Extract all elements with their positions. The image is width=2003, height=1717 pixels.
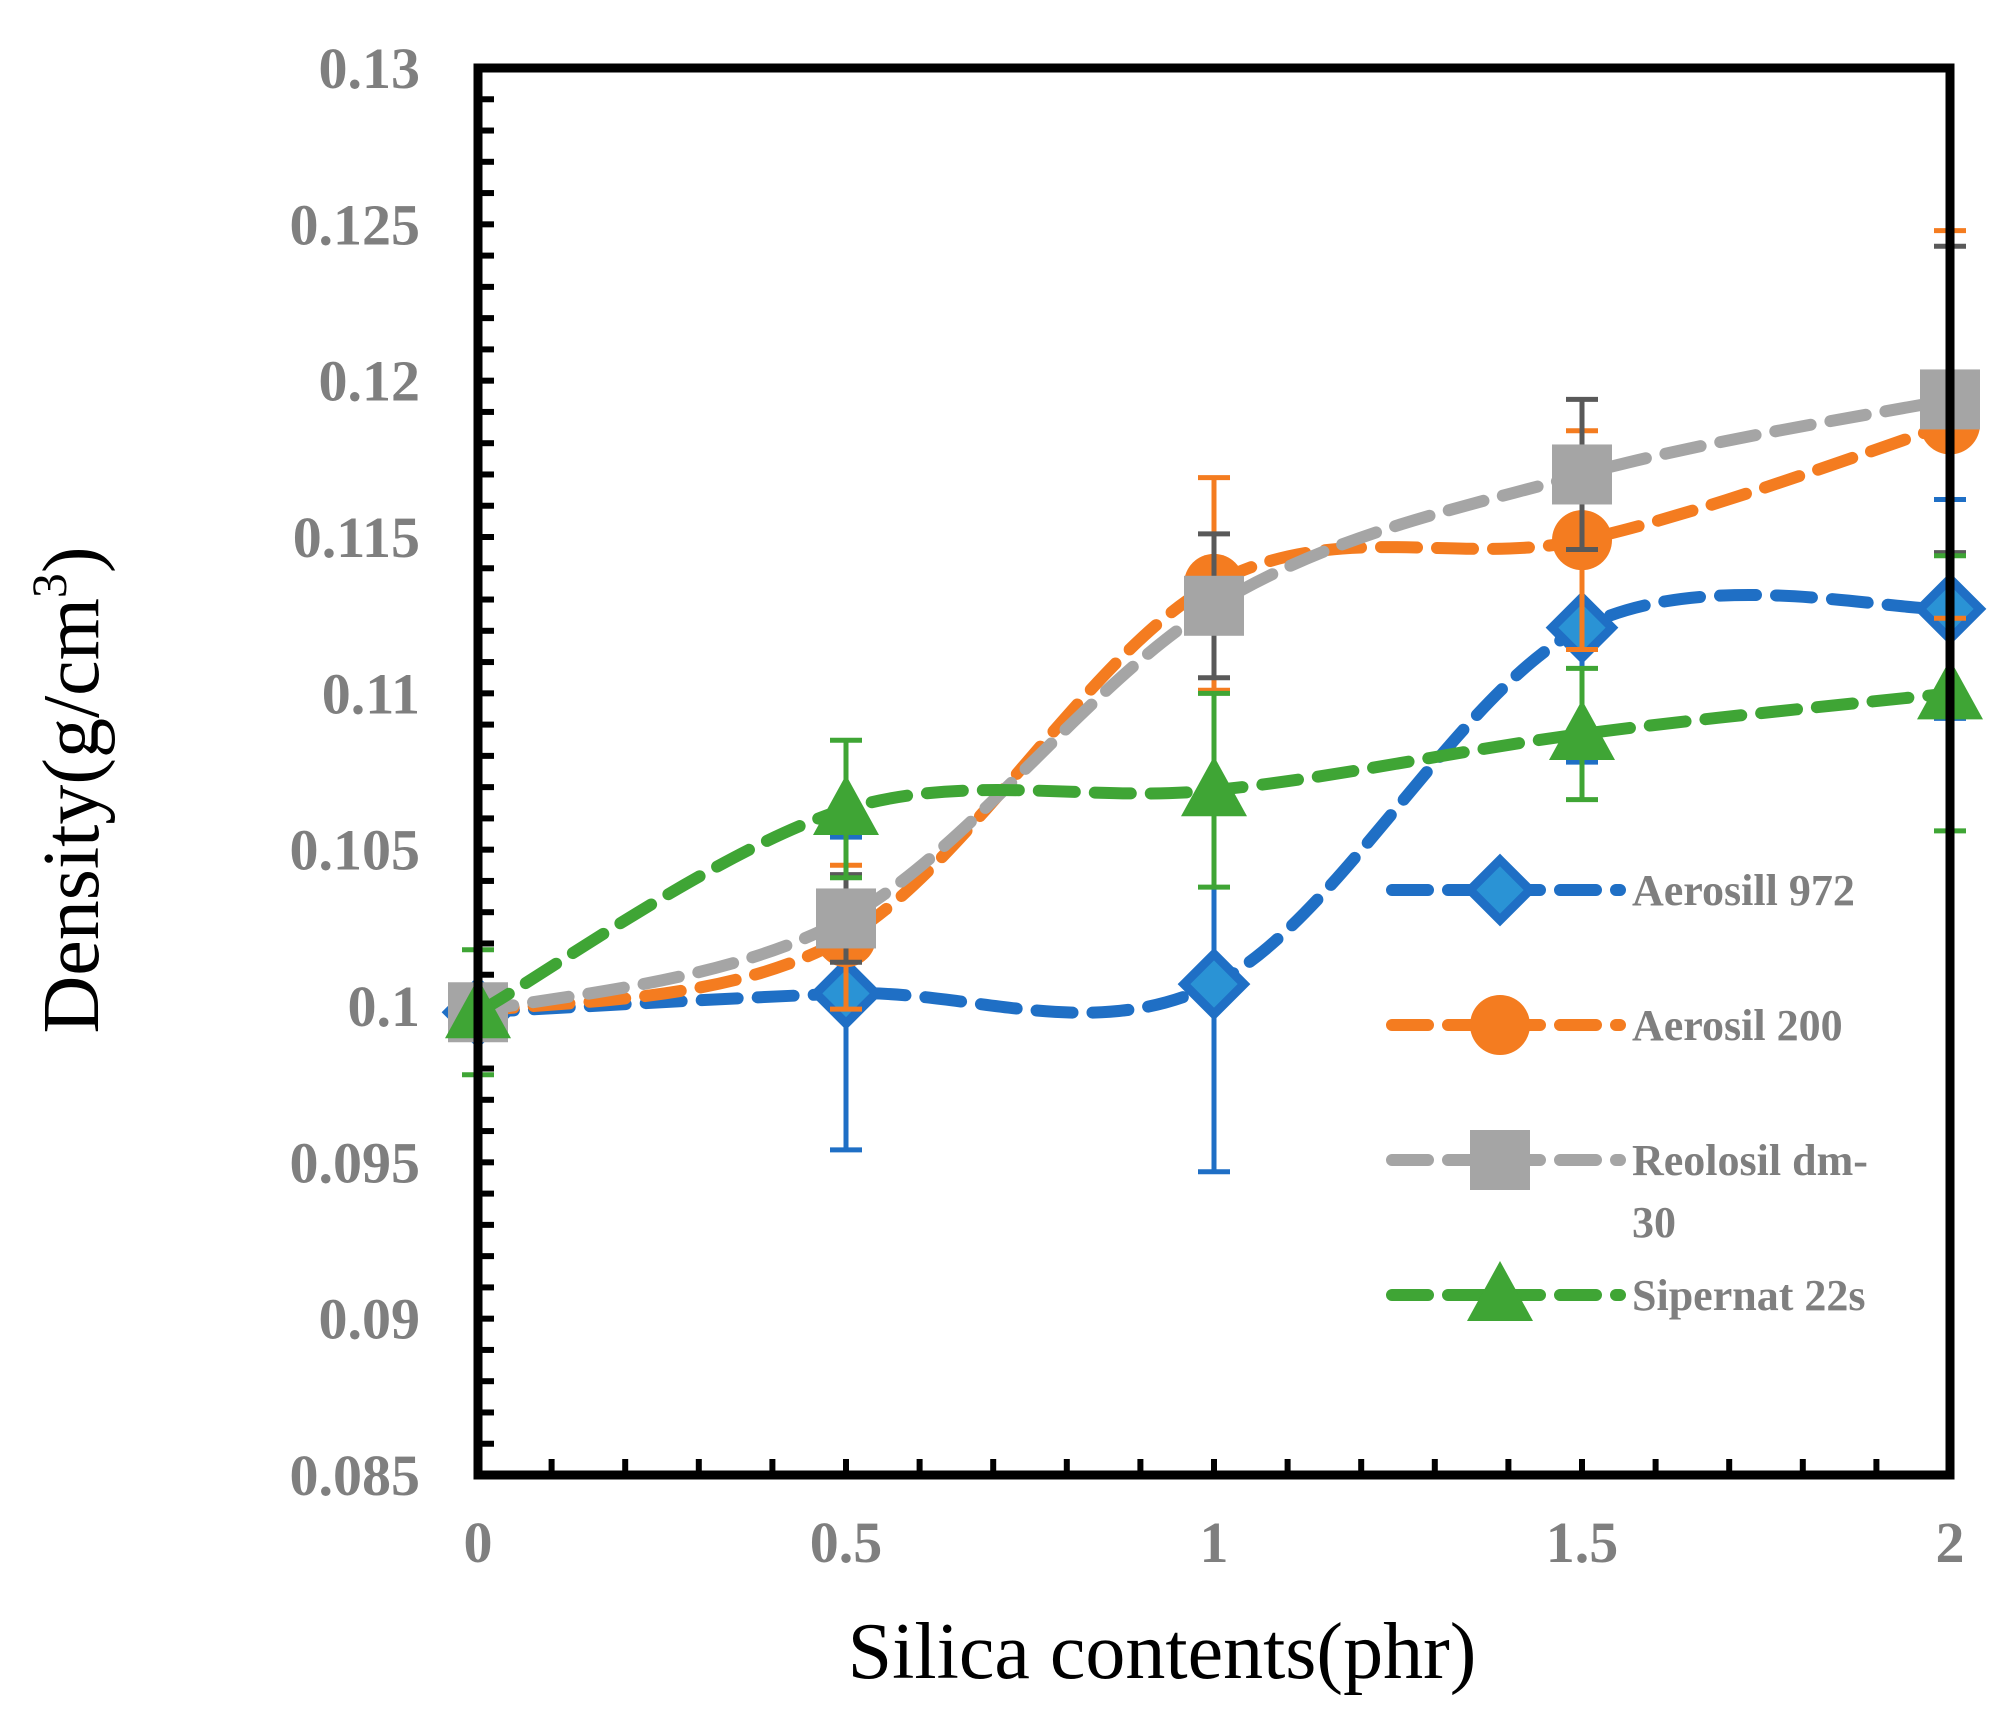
legend-entry: Aerosill 972 — [1386, 853, 1855, 927]
x-axis-label: Silica contents(phr) — [848, 1608, 1477, 1696]
x-tick-label: 1 — [1200, 1510, 1229, 1575]
data-point — [1177, 947, 1251, 1021]
legend-marker — [1470, 995, 1530, 1055]
y-tick-label: 0.12 — [319, 349, 421, 414]
y-tick-label: 0.13 — [319, 36, 421, 101]
legend-label: Reolosil dm- — [1632, 1136, 1868, 1185]
x-tick-label: 1.5 — [1546, 1510, 1619, 1575]
legend-label: Aerosill 972 — [1632, 866, 1855, 915]
legend-marker — [1467, 1261, 1533, 1321]
legend-entry: Sipernat 22s — [1386, 1261, 1865, 1321]
plot-frame — [473, 63, 1955, 1480]
x-tick-labels: 0 0.5 1 1.5 2 — [464, 1510, 1965, 1575]
y-tick-label: 0.095 — [290, 1130, 421, 1195]
legend-label: 30 — [1632, 1198, 1676, 1247]
y-tick-label: 0.09 — [319, 1287, 421, 1352]
legend-entry: Aerosil 200 — [1386, 995, 1843, 1055]
x-tick-label: 0 — [464, 1510, 493, 1575]
y-tick-label: 0.085 — [290, 1443, 421, 1508]
x-tick-label: 2 — [1936, 1510, 1965, 1575]
y-tick-labels: 0.085 0.09 0.095 0.1 0.105 0.11 0.115 0.12 0.125… — [290, 36, 421, 1508]
y-axis-label: Density(g/cm3) — [21, 546, 116, 1033]
legend-label: Sipernat 22s — [1632, 1271, 1865, 1320]
legend-marker — [1470, 1130, 1530, 1190]
legend-entry: Reolosil dm- 30 — [1386, 1130, 1868, 1247]
y-tick-label: 0.105 — [290, 818, 421, 883]
legend: Aerosill 972 Aerosil 200 Reolosil dm- 30 Sip… — [1386, 853, 1868, 1321]
data-point — [813, 775, 879, 836]
legend-label: Aerosil 200 — [1632, 1001, 1843, 1050]
x-tick-label: 0.5 — [810, 1510, 883, 1575]
y-tick-label: 0.125 — [290, 192, 421, 257]
data-point — [1181, 756, 1247, 817]
y-tick-label: 0.11 — [322, 661, 420, 726]
data-point — [1184, 575, 1244, 636]
legend-marker — [1463, 853, 1537, 927]
y-tick-label: 0.1 — [348, 974, 421, 1039]
data-point — [816, 888, 876, 949]
data-point — [1549, 699, 1615, 760]
y-axis-label-main: Density(g/cm — [28, 598, 116, 1033]
data-point — [1552, 444, 1612, 505]
y-axis-label-superscript: 3 — [21, 573, 77, 598]
y-tick-label: 0.115 — [293, 505, 420, 570]
y-axis-label-close: ) — [28, 546, 116, 573]
